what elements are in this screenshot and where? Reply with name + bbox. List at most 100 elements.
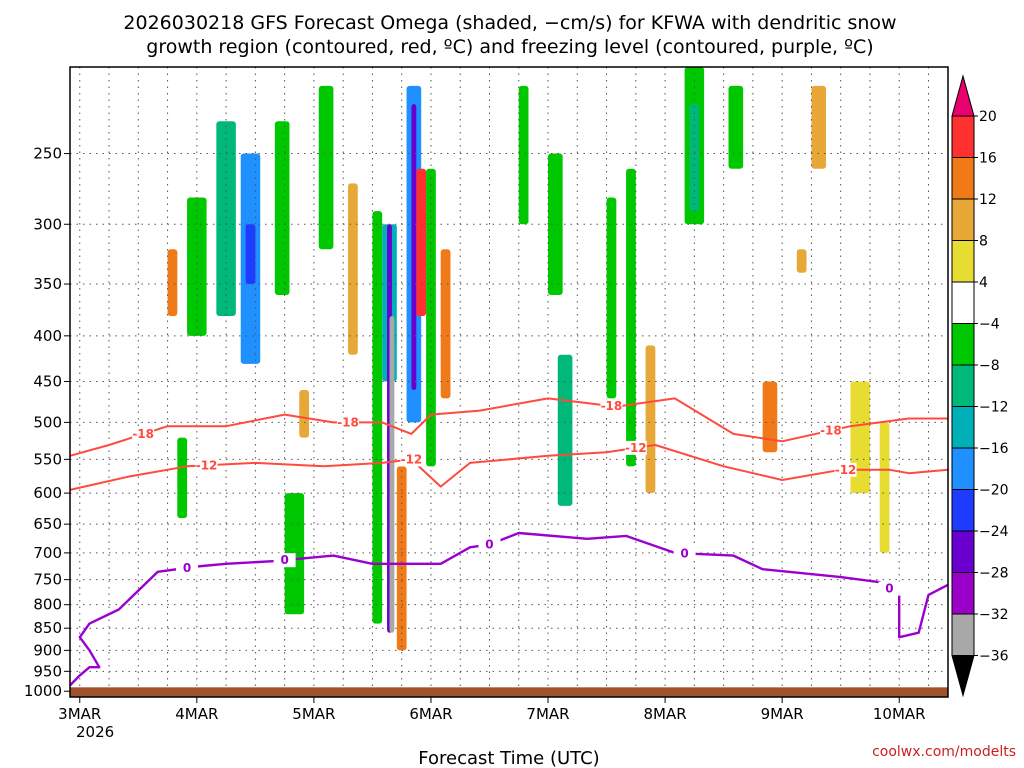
colorbar-bin-6 — [951, 364, 975, 407]
omega-cell-6 — [274, 121, 290, 295]
colorbar-arrow-top — [951, 74, 975, 117]
omega-cell-2 — [167, 249, 178, 316]
colorbar-label-5: −4 — [979, 317, 1000, 333]
colorbar-label-12: −32 — [979, 607, 1009, 623]
omega-cell-3 — [216, 121, 236, 316]
y-tick-label-250: 250 — [33, 145, 62, 163]
x-tick-label-6MAR: 6MAR — [409, 705, 452, 723]
freezing-level-label-bg-2 — [478, 537, 501, 552]
freezing-level-label-bg-4 — [878, 581, 901, 596]
isotherm-m18-label-1: -18 — [337, 415, 359, 429]
colorbar-bin-9 — [951, 489, 975, 532]
omega-cell-35 — [879, 422, 890, 553]
colorbar-bin-12 — [951, 613, 975, 656]
x-tick-label-7MAR: 7MAR — [526, 705, 569, 723]
omega-cell-30 — [728, 85, 744, 169]
x-axis-ticks: 3MAR 4MAR 5MAR 6MAR 7MAR 8MAR 9MAR 10MAR — [58, 697, 926, 723]
omega-cell-18 — [440, 249, 451, 399]
freezing-level-line — [69, 531, 949, 687]
freezing-level-label-bg-1 — [273, 553, 296, 568]
omega-cell-21 — [177, 437, 188, 519]
y-tick-label-300: 300 — [33, 215, 62, 233]
isotherm-m18-label-2: -18 — [601, 399, 623, 413]
isotherm-m18-label-0: -18 — [132, 427, 154, 441]
colorbar-label-7: −12 — [979, 400, 1009, 416]
isotherm-m12-label-bg-3 — [834, 462, 857, 477]
omega-cell-32 — [796, 249, 807, 273]
omega-cell-15 — [411, 103, 417, 391]
title-line-1: 2026030218 GFS Forecast Omega (shaded, −… — [123, 12, 896, 34]
y-tick-label-850: 850 — [33, 619, 62, 637]
omega-cell-17 — [426, 168, 436, 467]
isotherm-m18-label-bg-0 — [132, 427, 155, 442]
x-axis-label: Forecast Time (UTC) — [418, 748, 599, 768]
y-tick-label-800: 800 — [33, 596, 62, 614]
omega-cell-27 — [645, 345, 656, 494]
omega-cell-7 — [318, 85, 334, 250]
y-tick-label-350: 350 — [33, 275, 62, 293]
omega-cell-8 — [348, 183, 358, 355]
colorbar-bin-7 — [951, 406, 975, 449]
colorbar-bin-3 — [951, 240, 975, 283]
y-tick-label-400: 400 — [33, 327, 62, 345]
colorbar-bin-10 — [951, 530, 975, 573]
y-tick-label-1000: 1000 — [24, 682, 62, 700]
credit-text: coolwx.com/modelts — [872, 744, 1016, 760]
colorbar-label-10: −24 — [979, 524, 1009, 540]
omega-cell-19 — [299, 390, 310, 438]
colorbar-label-11: −28 — [979, 566, 1009, 582]
omega-cell-5 — [245, 224, 256, 285]
y-axis-ticks: 250 300 350 400 450 500 550 600 650 700 750 800 850 9… — [24, 145, 70, 700]
omega-cell-25 — [606, 197, 617, 399]
x-tick-label-4MAR: 4MAR — [175, 705, 218, 723]
freezing-level-label-4: 0 — [885, 582, 893, 596]
y-tick-label-600: 600 — [33, 484, 62, 502]
omega-cell-26 — [626, 168, 636, 467]
isotherm-m12-label-bg-1 — [400, 452, 423, 467]
freezing-level-label-bg-3 — [673, 546, 696, 561]
isotherm-m18-label-bg-1 — [337, 415, 360, 430]
year-label: 2026 — [76, 723, 114, 741]
isotherm-m12-label-bg-2 — [624, 440, 647, 455]
freezing-level-label-2: 0 — [485, 537, 493, 551]
colorbar-bin-4 — [951, 281, 975, 324]
x-tick-label-9MAR: 9MAR — [761, 705, 804, 723]
colorbar: 20 16 12 8 4 −4 −8 −12 −16 −20 −24 −28 −32 −36 — [951, 74, 1009, 698]
ground-surface — [70, 687, 948, 697]
y-tick-label-900: 900 — [33, 641, 62, 659]
isotherm-m18-label-bg-3 — [819, 423, 842, 438]
omega-cell-13 — [396, 466, 407, 651]
colorbar-label-2: 12 — [979, 192, 997, 208]
y-tick-label-950: 950 — [33, 662, 62, 680]
freezing-level-label-3: 0 — [680, 546, 688, 560]
y-tick-label-500: 500 — [33, 413, 62, 431]
colorbar-bin-1 — [951, 157, 975, 200]
omega-cell-24 — [557, 354, 573, 506]
colorbar-label-0: 20 — [979, 109, 997, 125]
omega-cell-31 — [762, 381, 778, 453]
colorbar-bin-8 — [951, 447, 975, 490]
omega-cell-1 — [187, 197, 207, 336]
colorbar-label-8: −16 — [979, 441, 1009, 457]
x-tick-label-3MAR: 3MAR — [58, 705, 101, 723]
y-tick-label-650: 650 — [33, 515, 62, 533]
omega-cell-22 — [518, 85, 529, 225]
freezing-level-label-bg-0 — [176, 560, 199, 575]
isotherm-m12-label-0: -12 — [196, 458, 218, 472]
y-tick-label-550: 550 — [33, 450, 62, 468]
x-tick-label-8MAR: 8MAR — [644, 705, 687, 723]
y-tick-label-450: 450 — [33, 373, 62, 391]
colorbar-label-3: 8 — [979, 234, 988, 250]
ground-fill — [70, 687, 948, 697]
colorbar-bin-2 — [951, 198, 975, 241]
x-tick-label-5MAR: 5MAR — [292, 705, 335, 723]
y-tick-label-700: 700 — [33, 544, 62, 562]
colorbar-arrow-bottom — [951, 655, 975, 698]
omega-cell-33 — [811, 85, 827, 169]
omega-cell-12 — [389, 315, 395, 633]
isotherm-m12-label-bg-0 — [195, 458, 218, 473]
isotherm-m18-line — [69, 397, 948, 457]
y-tick-label-750: 750 — [33, 571, 62, 589]
colorbar-label-6: −8 — [979, 358, 1000, 374]
isotherm-m18-label-bg-2 — [600, 398, 623, 413]
